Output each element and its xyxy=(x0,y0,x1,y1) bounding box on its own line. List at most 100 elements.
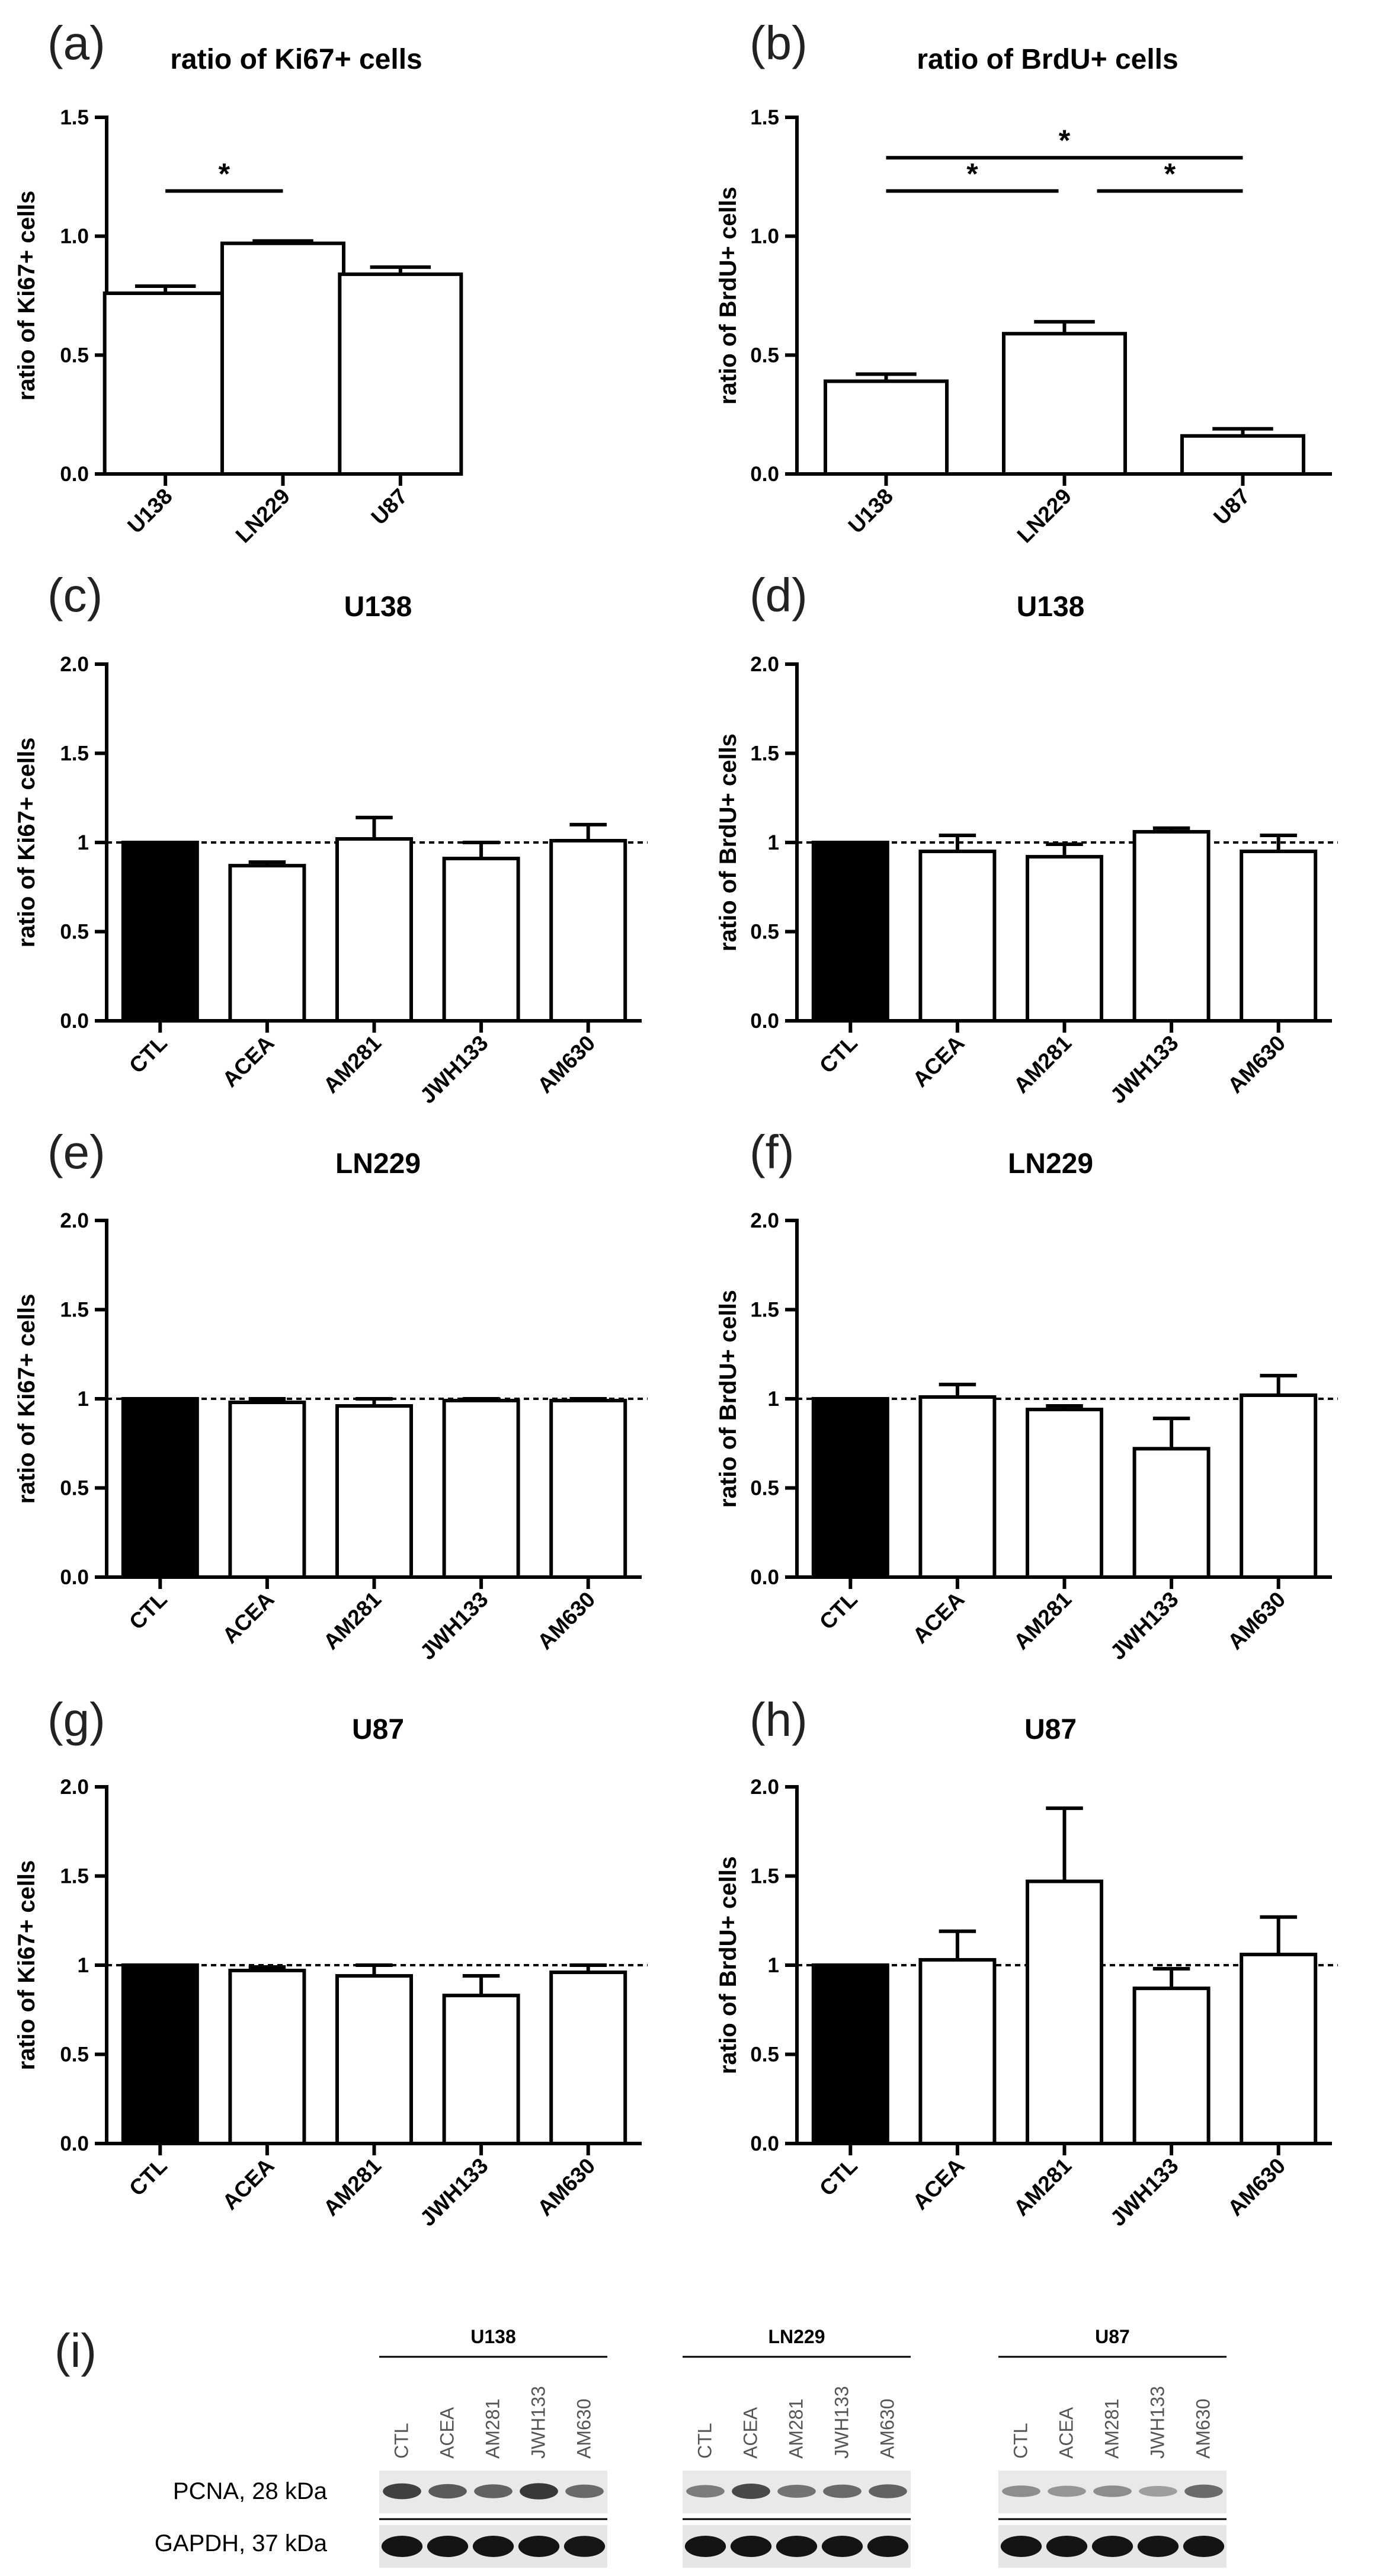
bar xyxy=(1132,829,1211,1023)
y-tick-label: 2.0 xyxy=(60,1776,89,1799)
y-tick-label: 0.0 xyxy=(750,2132,779,2155)
bar xyxy=(549,1399,627,1579)
blot-lane-label: ACEA xyxy=(437,2407,458,2459)
blot-group: U138 CTL ACEA AM281 JWH133 AM630 xyxy=(379,2326,607,2568)
panel-label: (b) xyxy=(750,17,808,69)
bar xyxy=(1002,332,1127,476)
x-tick-label: AM630 xyxy=(533,1587,600,1654)
chart-panel: (c) U138 ratio of Ki67+ cells 0.0 0.5 1 1.5 2.0… xyxy=(14,569,648,1108)
chart-title: U87 xyxy=(352,1714,404,1745)
x-tick-label: ACEA xyxy=(217,2154,278,2215)
y-tick-label: 0.5 xyxy=(750,921,779,944)
y-tick-label: 1 xyxy=(78,1954,89,1977)
gapdh-band xyxy=(1000,2536,1042,2557)
x-tick-label: ACEA xyxy=(908,1031,969,1092)
blot-lane-label: AM281 xyxy=(786,2399,807,2459)
blot-lane-label: AM630 xyxy=(574,2399,595,2459)
pcna-band xyxy=(732,2484,770,2499)
bar xyxy=(335,1974,413,2146)
y-tick-label: 0.0 xyxy=(60,1010,89,1033)
y-tick-label: 0.0 xyxy=(750,1010,779,1033)
x-tick-label: AM630 xyxy=(533,2154,600,2221)
blot-group-label: LN229 xyxy=(768,2326,825,2347)
x-tick-label: U87 xyxy=(1209,484,1254,530)
panel-label: (c) xyxy=(47,569,103,621)
bar xyxy=(442,1994,520,2145)
panel-label: (e) xyxy=(47,1126,105,1178)
y-tick-label: 1.5 xyxy=(60,1299,89,1322)
y-tick-label: 0.0 xyxy=(60,1566,89,1589)
y-tick-label: 0.0 xyxy=(750,1566,779,1589)
chart-title: LN229 xyxy=(335,1148,421,1180)
blot-lane-label: CTL xyxy=(1010,2423,1032,2459)
y-tick-label: 1.5 xyxy=(750,742,779,765)
pcna-band xyxy=(474,2484,513,2498)
gapdh-band xyxy=(867,2536,909,2557)
x-tick-label: ACEA xyxy=(908,1587,969,1648)
bar-chart-panels: (a) ratio of Ki67+ cells ratio of Ki67+ ce… xyxy=(14,17,1338,2231)
blot-lane-label: AM281 xyxy=(1101,2399,1123,2459)
pcna-band xyxy=(1093,2485,1132,2497)
bar xyxy=(121,841,199,1023)
y-tick-label: 1.0 xyxy=(750,225,779,248)
x-tick-label: LN229 xyxy=(1013,484,1077,548)
bar xyxy=(811,1397,889,1579)
significance-star: * xyxy=(1164,157,1176,190)
x-tick-label: ACEA xyxy=(217,1587,278,1648)
y-axis-label: ratio of BrdU+ cells xyxy=(715,187,741,405)
bar xyxy=(1026,1879,1103,2146)
bar xyxy=(918,1395,997,1579)
y-axis-label: ratio of Ki67+ cells xyxy=(14,191,40,401)
bar xyxy=(220,241,345,476)
bar xyxy=(549,838,627,1023)
bar xyxy=(442,857,520,1023)
gapdh-band xyxy=(518,2536,560,2557)
bar xyxy=(1240,1952,1318,2145)
significance-star: * xyxy=(1059,124,1071,157)
x-tick-label: CTL xyxy=(815,1587,862,1635)
x-tick-label: AM281 xyxy=(319,2154,386,2221)
x-tick-label: AM630 xyxy=(1223,1031,1290,1098)
y-axis-label: ratio of BrdU+ cells xyxy=(715,733,741,951)
gapdh-band xyxy=(427,2536,469,2557)
y-tick-label: 2.0 xyxy=(750,653,779,676)
y-tick-label: 1.5 xyxy=(60,1865,89,1888)
bar xyxy=(1026,1408,1103,1579)
x-tick-label: LN229 xyxy=(231,484,295,548)
pcna-band xyxy=(823,2484,862,2498)
gapdh-band xyxy=(730,2536,772,2557)
bar xyxy=(1180,434,1305,476)
y-tick-label: 1 xyxy=(768,1954,779,1977)
x-tick-label: JWH133 xyxy=(415,2154,493,2231)
panel-label: (f) xyxy=(750,1126,795,1178)
y-tick-label: 2.0 xyxy=(60,653,89,676)
bar xyxy=(811,841,889,1023)
y-axis-label: ratio of BrdU+ cells xyxy=(715,1290,741,1508)
pcna-band xyxy=(520,2483,558,2500)
y-tick-label: 2.0 xyxy=(60,1209,89,1232)
y-tick-label: 1 xyxy=(768,831,779,854)
blot-lane-label: AM630 xyxy=(1193,2399,1214,2459)
y-axis-label: ratio of BrdU+ cells xyxy=(715,1856,741,2074)
blot-lane-label: JWH133 xyxy=(831,2386,853,2459)
y-tick-label: 1.5 xyxy=(750,1299,779,1322)
panel-label: (d) xyxy=(750,569,808,621)
bar xyxy=(811,1963,889,2145)
x-tick-label: CTL xyxy=(124,1587,172,1635)
panel-label: (i) xyxy=(55,2324,97,2377)
pcna-band xyxy=(869,2484,907,2498)
blot-row-label: GAPDH, 37 kDa xyxy=(155,2530,328,2556)
bar xyxy=(824,379,949,476)
gapdh-band xyxy=(563,2536,606,2557)
bar xyxy=(1132,1987,1211,2145)
panel-label: (a) xyxy=(47,17,105,69)
y-tick-label: 0.5 xyxy=(750,2043,779,2066)
gapdh-band xyxy=(776,2536,818,2557)
x-tick-label: U138 xyxy=(844,484,898,539)
chart-panel: (a) ratio of Ki67+ cells ratio of Ki67+ ce… xyxy=(14,17,463,548)
bar xyxy=(103,291,228,476)
y-tick-label: 1 xyxy=(768,1388,779,1411)
x-tick-label: JWH133 xyxy=(415,1587,493,1665)
chart-title: ratio of BrdU+ cells xyxy=(917,44,1178,75)
